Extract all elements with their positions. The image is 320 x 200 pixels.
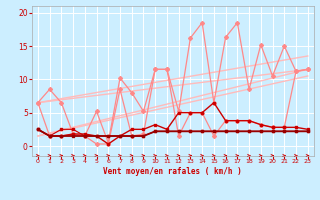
X-axis label: Vent moyen/en rafales ( km/h ): Vent moyen/en rafales ( km/h ) [103, 167, 242, 176]
